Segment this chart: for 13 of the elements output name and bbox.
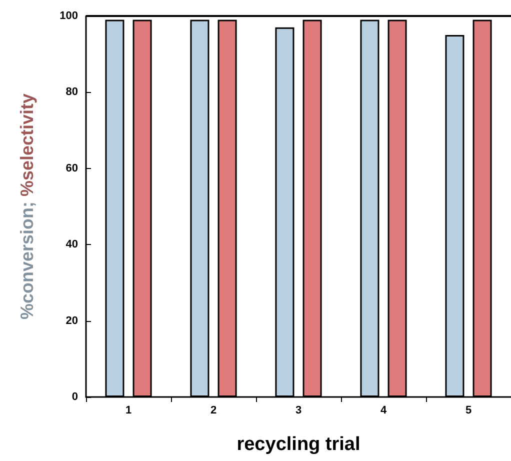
y-tick-label: 40 (66, 238, 78, 251)
x-tick-label: 4 (380, 404, 388, 416)
x-axis-title: recycling trial (236, 434, 360, 455)
x-tick-label: 3 (295, 404, 302, 416)
x-tick-label: 5 (465, 404, 472, 416)
y-tick-label: 20 (66, 314, 78, 327)
y-tick-label: 0 (72, 391, 78, 403)
x-tick-label: 1 (125, 404, 132, 416)
y-axis-title: %conversion; %selectivity (17, 93, 37, 320)
y-tick-label: 100 (60, 10, 78, 22)
y-tick-label: 80 (66, 86, 78, 98)
x-tick-label: 2 (210, 404, 217, 416)
y-tick-label: 60 (66, 162, 78, 174)
